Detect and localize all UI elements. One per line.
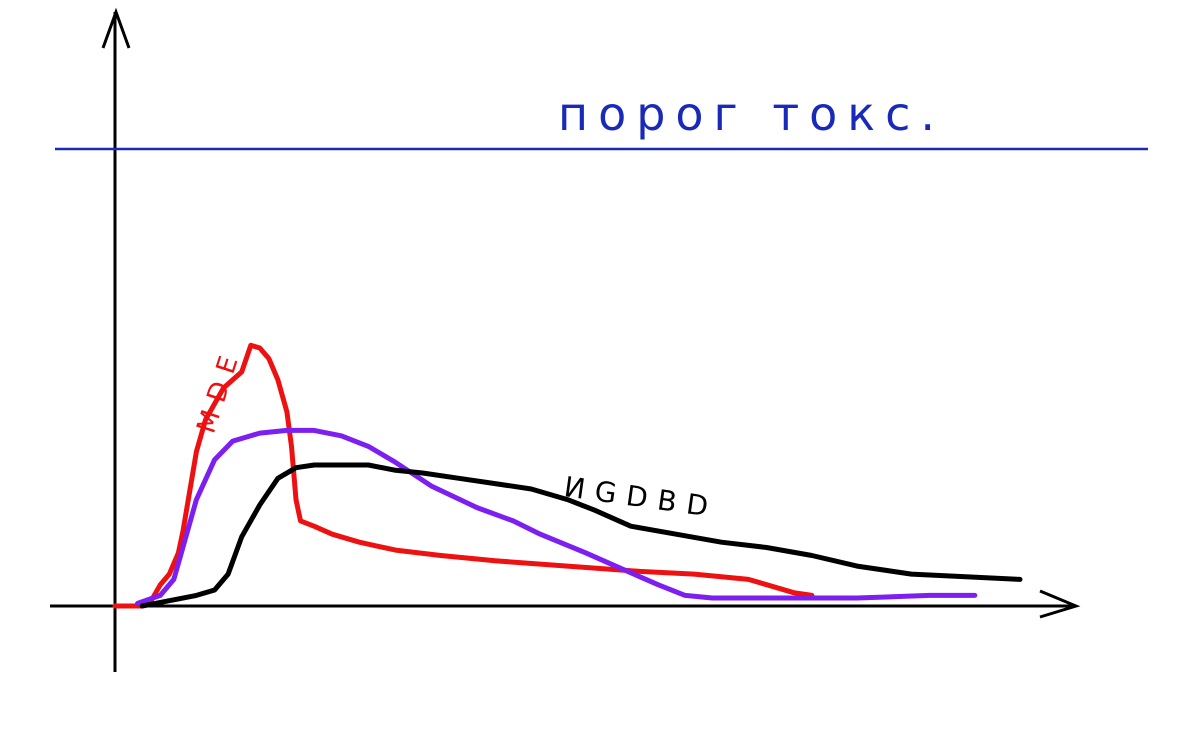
threshold-group: порог токс. [55,87,1148,151]
y-axis-arrowhead [101,7,131,49]
series-line-mde [112,342,815,609]
series-line-purple [135,427,978,606]
series-line-иgdbd [139,462,1023,609]
series-label-ugdbd: ИGDBD [562,470,720,524]
series-group [112,342,1023,609]
series-label-mde: MDE [192,343,248,437]
x-axis-arrowhead [1039,589,1081,619]
threshold-label: порог токс. [558,87,945,141]
axes [50,7,1081,672]
